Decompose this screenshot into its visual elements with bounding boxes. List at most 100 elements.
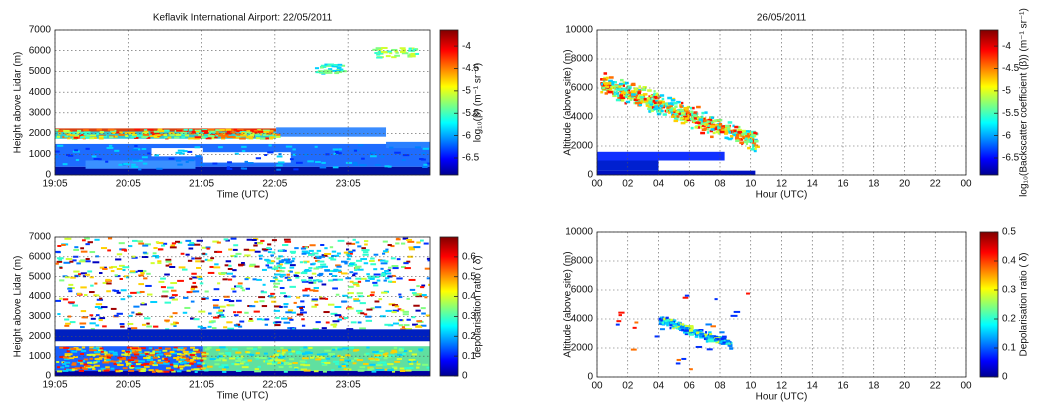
echo-speckle [718,336,724,339]
echo-speckle [57,144,64,147]
echo-speckle [218,314,225,317]
echo-speckle [106,290,111,293]
echo-speckle [291,311,296,314]
echo-speckle [261,268,267,271]
echo-speckle [658,317,662,321]
echo-speckle [227,161,232,164]
echo-speckle [357,321,362,324]
y-tick-label: 10000 [565,227,593,238]
echo-speckle [258,254,263,257]
echo-speckle [80,272,87,275]
echo-speckle [657,109,661,112]
echo-speckle [235,285,243,288]
echo-speckle [121,353,128,356]
echo-speckle [354,267,360,270]
echo-speckle [690,326,694,329]
echo-speckle [352,362,357,365]
echo-speckle [228,304,235,307]
echo-speckle [640,100,644,103]
echo-region [276,127,387,137]
echo-speckle [721,337,727,340]
echo-speckle [80,286,87,289]
echo-speckle [393,346,398,349]
echo-speckle [98,319,103,322]
echo-speckle [120,325,125,328]
echo-speckle [192,131,196,134]
echo-speckle [317,274,323,277]
echo-speckle [718,118,723,122]
echo-speckle [192,276,198,279]
echo-speckle [348,264,354,267]
echo-speckle [143,277,148,280]
echo-speckle [602,85,607,88]
echo-speckle [617,96,620,100]
echo-speckle [371,370,377,373]
echo-speckle [405,369,412,372]
echo-speckle [346,368,352,371]
echo-speckle [289,285,296,288]
echo-speckle [638,91,641,94]
echo-speckle [741,133,747,136]
echo-speckle [380,262,388,265]
echo-speckle [724,131,730,134]
echo-speckle [620,96,626,100]
echo-speckle [279,305,283,308]
echo-speckle [754,147,757,151]
echo-speckle [105,160,109,163]
echo-speckle [230,254,236,257]
echo-speckle [320,263,326,266]
echo-speckle [207,271,215,274]
echo-speckle [332,166,339,169]
echo-speckle [671,109,675,112]
echo-speckle [256,278,262,281]
echo-speckle [659,328,665,331]
echo-speckle [103,266,107,269]
echo-speckle [257,346,262,349]
echo-speckle [411,292,417,295]
echo-speckle [188,137,195,140]
echo-speckle [402,310,409,313]
echo-speckle [169,246,177,249]
echo-speckle [93,351,101,354]
echo-speckle [69,134,75,137]
echo-speckle [273,282,280,285]
echo-speckle [755,145,760,149]
echo-speckle [232,275,236,278]
echo-speckle [197,368,203,371]
echo-speckle [387,275,393,278]
echo-speckle [128,369,135,372]
echo-speckle [373,284,379,287]
echo-speckle [289,327,297,330]
echo-speckle [366,273,370,276]
echo-speckle [301,324,306,327]
echo-speckle [95,324,100,327]
echo-speckle [276,257,281,260]
echo-speckle [745,140,750,143]
echo-speckle [422,147,430,150]
echo-speckle [402,313,409,316]
echo-speckle [137,311,142,314]
echo-speckle [667,96,673,100]
echo-speckle [426,366,430,369]
echo-speckle [90,361,97,364]
echo-speckle [181,268,188,271]
echo-speckle [420,286,425,289]
echo-speckle [163,129,170,132]
echo-speckle [290,251,296,254]
echo-speckle [85,260,91,263]
echo-speckle [143,352,149,355]
echo-speckle [218,146,223,149]
echo-speckle [681,323,685,326]
echo-speckle [383,357,388,360]
echo-region [597,151,725,161]
echo-speckle [270,254,274,257]
echo-speckle [284,276,291,279]
echo-speckle [280,275,284,278]
echo-speckle [141,147,147,150]
x-tick-label: 19:05 [42,179,67,190]
echo-speckle [241,366,249,369]
echo-speckle [370,263,377,266]
echo-speckle [230,131,236,134]
echo-speckle [143,357,147,360]
echo-speckle [391,304,399,307]
